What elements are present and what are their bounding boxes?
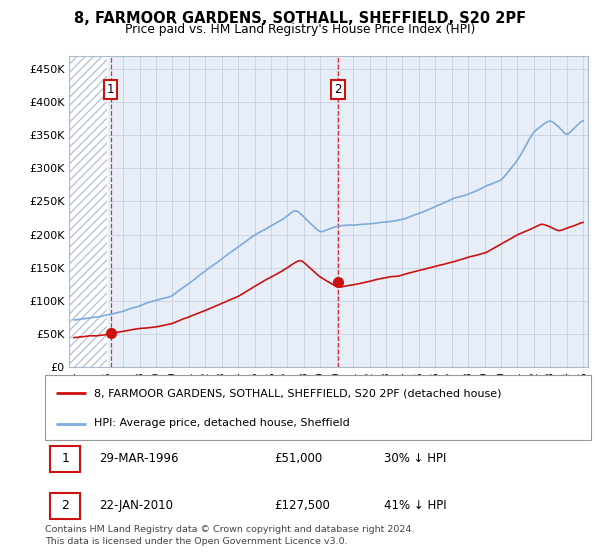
Text: 8, FARMOOR GARDENS, SOTHALL, SHEFFIELD, S20 2PF: 8, FARMOOR GARDENS, SOTHALL, SHEFFIELD, … [74, 11, 526, 26]
Text: 1: 1 [61, 452, 69, 465]
Bar [69, 56, 107, 367]
Text: 8, FARMOOR GARDENS, SOTHALL, SHEFFIELD, S20 2PF (detached house): 8, FARMOOR GARDENS, SOTHALL, SHEFFIELD, … [94, 388, 502, 398]
Text: 29-MAR-1996: 29-MAR-1996 [100, 452, 179, 465]
Text: Contains HM Land Registry data © Crown copyright and database right 2024.
This d: Contains HM Land Registry data © Crown c… [45, 525, 415, 546]
Text: 1: 1 [107, 82, 115, 96]
Text: HPI: Average price, detached house, Sheffield: HPI: Average price, detached house, Shef… [94, 418, 350, 428]
Text: 2: 2 [61, 499, 69, 512]
Text: 41% ↓ HPI: 41% ↓ HPI [383, 499, 446, 512]
Text: Price paid vs. HM Land Registry's House Price Index (HPI): Price paid vs. HM Land Registry's House … [125, 22, 475, 36]
Bar [69, 56, 107, 367]
Text: 30% ↓ HPI: 30% ↓ HPI [383, 452, 446, 465]
FancyBboxPatch shape [50, 493, 80, 519]
Text: £127,500: £127,500 [274, 499, 330, 512]
Text: 22-JAN-2010: 22-JAN-2010 [100, 499, 173, 512]
FancyBboxPatch shape [45, 375, 591, 440]
Text: £51,000: £51,000 [274, 452, 323, 465]
Text: 2: 2 [334, 82, 341, 96]
FancyBboxPatch shape [50, 446, 80, 472]
